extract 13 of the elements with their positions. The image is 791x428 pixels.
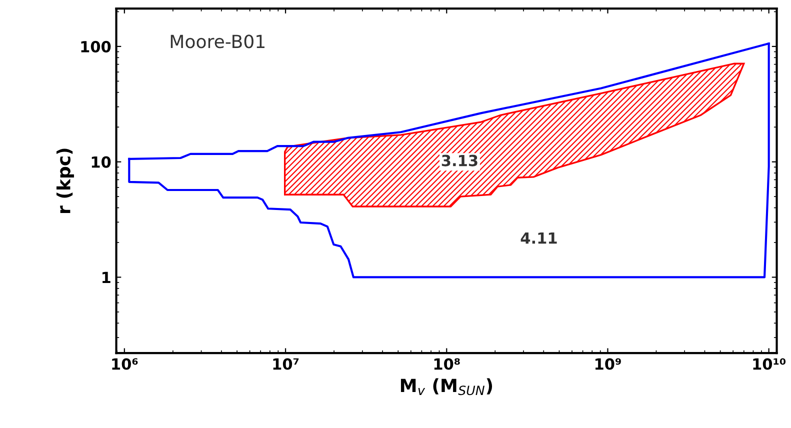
x-tick-label: 10⁹: [595, 358, 621, 370]
annotation: 4.11: [520, 232, 557, 244]
x-axis-title: M$_{v}$ (M$_{SUN}$): [400, 378, 492, 396]
x-tick-label: 10⁸: [434, 358, 460, 370]
y-tick-label: 10: [92, 156, 111, 168]
y-tick-label: 100: [81, 40, 111, 52]
x-tick-label: 10¹⁰: [753, 358, 786, 370]
y-tick-label: 1: [102, 272, 110, 284]
y-axis-title: r (kpc): [56, 148, 74, 213]
annotation: Moore-B01: [170, 34, 264, 48]
x-tick-label: 10⁶: [112, 358, 138, 370]
annotation: 3.13: [442, 154, 478, 166]
x-tick-label: 10⁷: [273, 358, 299, 370]
